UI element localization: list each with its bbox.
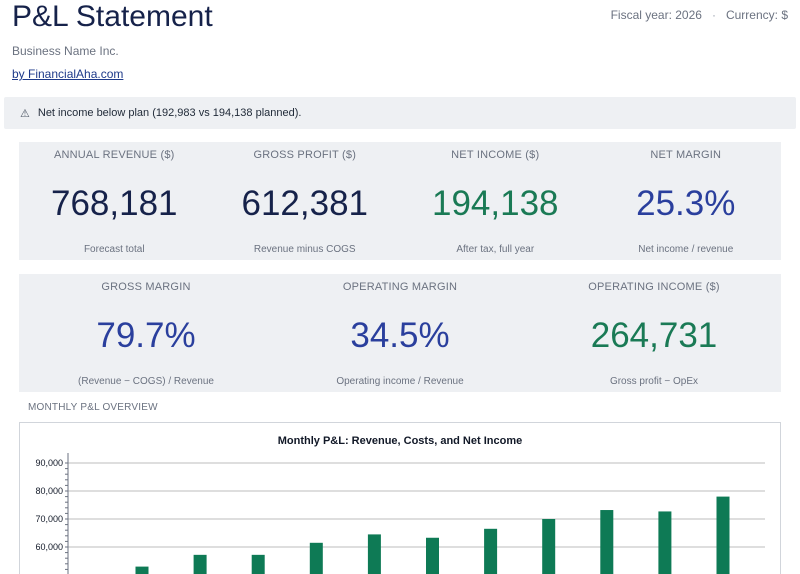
kpi-panel-bottom: GROSS MARGIN 79.7% (Revenue − COGS) / Re…: [19, 274, 781, 392]
bar: [542, 519, 556, 574]
kpi-label: OPERATING INCOME ($): [588, 281, 720, 293]
financialaha-link[interactable]: by FinancialAha.com: [12, 67, 124, 81]
warning-icon: ⚠: [20, 107, 30, 120]
kpi-subtext: Revenue minus COGS: [253, 244, 356, 255]
kpi-value: 264,731: [590, 316, 718, 355]
header-meta: Fiscal year: 2026 · Currency: $: [611, 8, 788, 22]
kpi-label: NET MARGIN: [650, 149, 722, 161]
currency: Currency: $: [725, 8, 788, 22]
alert-text: Net income below plan (192,983 vs 194,13…: [37, 107, 302, 119]
kpi-panel-top: ANNUAL REVENUE ($) 768,181 Forecast tota…: [19, 142, 781, 260]
bar: [658, 511, 672, 574]
kpi-net-margin: NET MARGIN 25.3% Net income / revenue: [591, 142, 782, 260]
bar: [309, 542, 323, 574]
kpi-label: GROSS MARGIN: [101, 281, 191, 293]
y-tick-label: 70,000: [35, 514, 63, 524]
bar: [484, 528, 498, 574]
bar: [716, 496, 730, 574]
bar: [426, 537, 439, 574]
kpi-value: 194,138: [431, 184, 559, 223]
kpi-annual-revenue: ANNUAL REVENUE ($) 768,181 Forecast tota…: [19, 142, 210, 260]
kpi-value: 25.3%: [636, 184, 736, 223]
bar: [193, 554, 207, 574]
kpi-label: GROSS PROFIT ($): [253, 149, 357, 161]
kpi-value: 612,381: [241, 184, 369, 223]
chart-plot: 90,000 80,000 70,000 60,000: [35, 453, 765, 574]
y-tick-label: 90,000: [35, 458, 63, 468]
kpi-value: 79.7%: [96, 316, 196, 355]
monthly-pl-chart: Monthly P&L: Revenue, Costs, and Net Inc…: [19, 422, 781, 574]
kpi-net-income: NET INCOME ($) 194,138 After tax, full y…: [400, 142, 591, 260]
kpi-label: OPERATING MARGIN: [342, 281, 458, 293]
kpi-subtext: After tax, full year: [456, 244, 535, 255]
meta-separator: ·: [711, 8, 716, 22]
y-tick-label: 60,000: [35, 542, 63, 552]
page-title: P&L Statement: [12, 0, 213, 33]
kpi-gross-margin: GROSS MARGIN 79.7% (Revenue − COGS) / Re…: [19, 274, 273, 392]
kpi-label: ANNUAL REVENUE ($): [53, 149, 175, 161]
kpi-subtext: (Revenue − COGS) / Revenue: [78, 376, 214, 387]
net-income-alert: ⚠ Net income below plan (192,983 vs 194,…: [4, 97, 796, 129]
kpi-operating-margin: OPERATING MARGIN 34.5% Operating income …: [273, 274, 527, 392]
kpi-label: NET INCOME ($): [451, 149, 540, 161]
chart-title: Monthly P&L: Revenue, Costs, and Net Inc…: [277, 435, 523, 447]
kpi-subtext: Forecast total: [83, 244, 145, 255]
kpi-gross-profit: GROSS PROFIT ($) 612,381 Revenue minus C…: [210, 142, 401, 260]
kpi-subtext: Gross profit − OpEx: [609, 376, 699, 387]
bar: [251, 554, 265, 574]
kpi-operating-income: OPERATING INCOME ($) 264,731 Gross profi…: [527, 274, 781, 392]
kpi-value: 34.5%: [350, 316, 450, 355]
y-tick-label: 80,000: [35, 486, 63, 496]
kpi-subtext: Operating income / Revenue: [336, 376, 464, 387]
bar: [135, 566, 149, 574]
section-label: MONTHLY P&L OVERVIEW: [28, 402, 158, 413]
bar: [600, 510, 614, 574]
kpi-value: 768,181: [50, 184, 178, 223]
bar: [367, 534, 381, 574]
kpi-subtext: Net income / revenue: [638, 244, 734, 255]
fiscal-year: Fiscal year: 2026: [610, 8, 702, 22]
business-name: Business Name Inc.: [12, 44, 119, 58]
